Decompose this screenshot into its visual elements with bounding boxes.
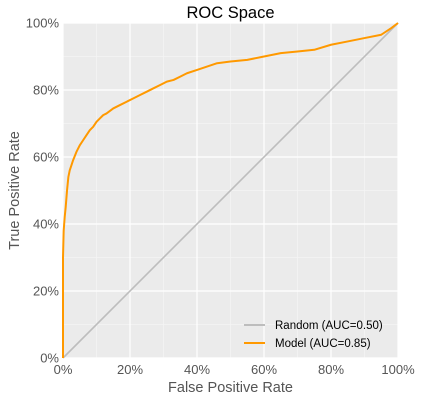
y-tick-label: 40% [33,217,59,232]
x-tick-label: 100% [381,362,415,377]
y-axis-label: True Positive Rate [7,131,23,250]
x-tick-label: 80% [318,362,344,377]
x-tick-label: 20% [117,362,143,377]
model-roc-curve [62,22,399,358]
tick-labels: 0% 20% 40% 60% 80% 100% 0% 20% 40% 60% 80% 100% [26,16,415,378]
legend-label: Model (AUC=0.85) [275,338,371,350]
y-tick-label: 100% [26,16,60,31]
series-layer [62,22,399,359]
x-tick-label: 40% [184,362,210,377]
y-tick-label: 20% [33,284,59,299]
x-axis-label: False Positive Rate [168,380,293,396]
legend-label: Random (AUC=0.50) [275,320,383,332]
y-tick-label: 60% [33,150,59,165]
x-tick-label: 0% [54,362,73,377]
chart-title: ROC Space [186,4,274,22]
y-tick-label: 80% [33,83,59,98]
y-tick-label: 0% [40,351,59,366]
legend: Random (AUC=0.50) Model (AUC=0.85) [244,320,383,350]
x-tick-label: 60% [251,362,277,377]
random-classifier-line [62,22,399,359]
